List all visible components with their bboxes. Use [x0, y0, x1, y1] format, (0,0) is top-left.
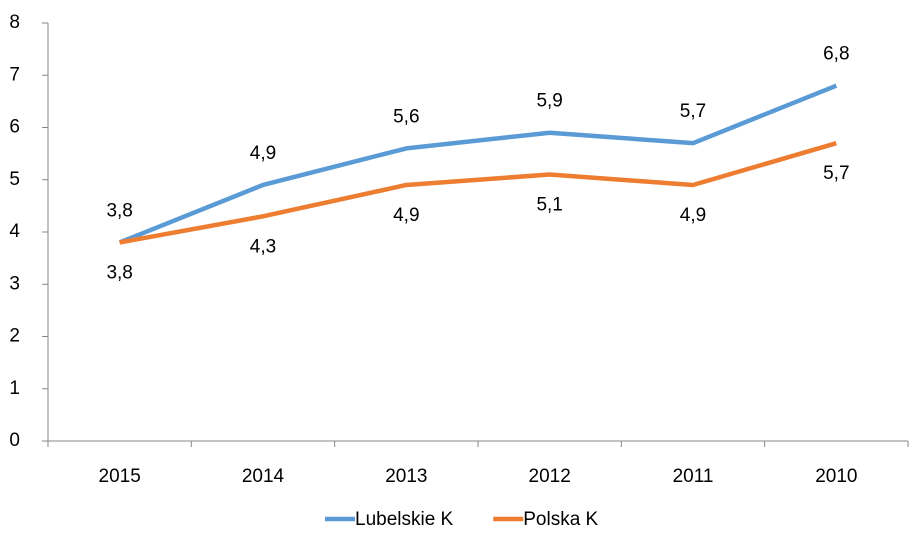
x-tick-label: 2011: [673, 466, 714, 487]
x-tick-label: 2010: [815, 466, 857, 487]
data-label: 6,8: [823, 44, 849, 65]
x-tick-label: 2015: [99, 466, 141, 487]
y-tick-label: 4: [9, 221, 20, 242]
data-label: 4,3: [250, 236, 276, 257]
data-label: 4,9: [680, 205, 706, 226]
data-label: 3,8: [106, 262, 132, 283]
y-tick-label: 3: [9, 273, 20, 294]
y-tick-label: 1: [9, 378, 20, 399]
series-line: [119, 141, 837, 245]
data-label: 4,9: [250, 143, 276, 164]
y-tick-label: 0: [9, 430, 20, 451]
data-label: 5,7: [680, 101, 706, 122]
legend-label: Lubelskie K: [355, 509, 454, 530]
y-tick-label: 6: [9, 117, 20, 138]
data-label: 5,1: [536, 195, 562, 216]
x-tick-label: 2013: [385, 466, 427, 487]
data-label: 4,9: [393, 205, 419, 226]
series-line: [118, 83, 838, 245]
data-label: 5,7: [823, 163, 849, 184]
legend-label: Polska K: [523, 509, 598, 530]
y-tick-label: 5: [9, 169, 20, 190]
y-tick-label: 2: [9, 326, 20, 347]
x-tick-label: 2012: [529, 466, 571, 487]
data-label: 5,6: [393, 106, 419, 127]
data-label: 5,9: [536, 91, 562, 112]
y-tick-label: 8: [9, 12, 20, 33]
y-tick-label: 7: [9, 64, 20, 85]
x-tick-label: 2014: [242, 466, 285, 487]
data-label: 3,8: [106, 200, 132, 221]
